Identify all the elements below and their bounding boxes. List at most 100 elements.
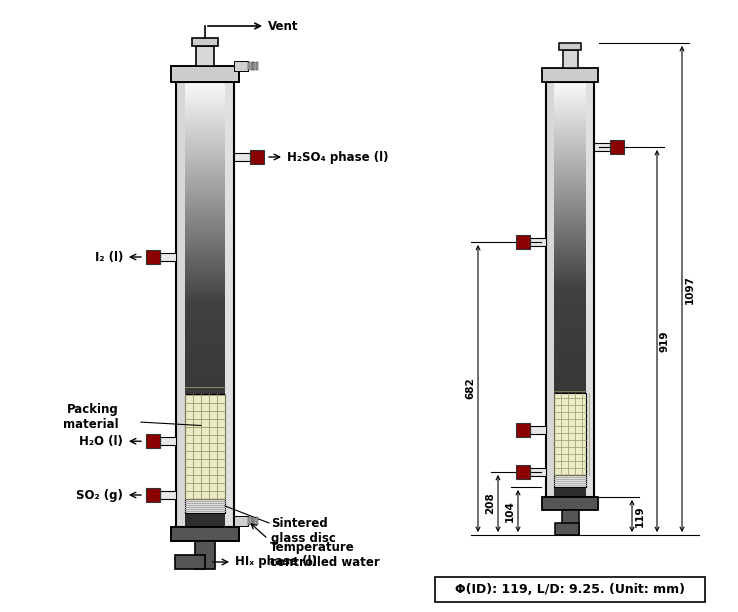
- Bar: [554, 320, 586, 324]
- Bar: [185, 393, 225, 397]
- Text: H₂SO₄ phase (l): H₂SO₄ phase (l): [287, 151, 388, 163]
- Text: 208: 208: [485, 493, 495, 514]
- Bar: [185, 482, 225, 486]
- Bar: [554, 427, 586, 431]
- Bar: [554, 355, 586, 359]
- Bar: [146, 488, 160, 502]
- Bar: [185, 282, 225, 286]
- Bar: [185, 289, 225, 293]
- Bar: [554, 389, 586, 394]
- Bar: [185, 467, 225, 471]
- Bar: [554, 368, 586, 373]
- Bar: [554, 234, 586, 237]
- Bar: [255, 517, 258, 525]
- Bar: [554, 85, 586, 89]
- Bar: [253, 62, 255, 70]
- Bar: [554, 293, 586, 296]
- Bar: [185, 237, 225, 242]
- Bar: [185, 297, 225, 300]
- Text: I₂ (l): I₂ (l): [94, 250, 123, 264]
- Bar: [185, 356, 225, 360]
- Bar: [554, 431, 586, 435]
- Bar: [185, 501, 225, 505]
- Bar: [185, 389, 225, 394]
- Bar: [185, 104, 225, 108]
- Bar: [185, 474, 225, 479]
- Bar: [185, 479, 225, 482]
- Bar: [185, 218, 225, 223]
- Bar: [554, 130, 586, 134]
- Bar: [185, 222, 225, 226]
- Bar: [160, 437, 176, 446]
- Bar: [196, 46, 214, 66]
- Bar: [554, 244, 586, 248]
- Bar: [185, 367, 225, 371]
- Text: Φ(ID): 119, L/D: 9.25. (Unit: mm): Φ(ID): 119, L/D: 9.25. (Unit: mm): [455, 583, 685, 596]
- Text: Sintered
glass disc: Sintered glass disc: [271, 517, 336, 545]
- Bar: [185, 278, 225, 282]
- Bar: [171, 527, 239, 541]
- Bar: [185, 174, 225, 179]
- Bar: [554, 282, 586, 286]
- Bar: [554, 486, 586, 490]
- Bar: [554, 400, 586, 404]
- Bar: [554, 310, 586, 314]
- Bar: [554, 237, 586, 241]
- Bar: [554, 213, 586, 217]
- Bar: [554, 455, 586, 459]
- Bar: [185, 115, 225, 119]
- Bar: [185, 452, 225, 457]
- Bar: [554, 106, 586, 110]
- Bar: [160, 253, 176, 261]
- Text: Packing
material: Packing material: [63, 403, 119, 431]
- Bar: [185, 200, 225, 204]
- Bar: [554, 289, 586, 293]
- Bar: [554, 137, 586, 141]
- Bar: [554, 116, 586, 120]
- Bar: [554, 448, 586, 452]
- Bar: [554, 420, 586, 424]
- Bar: [185, 133, 225, 138]
- Bar: [185, 304, 225, 308]
- Bar: [562, 50, 578, 68]
- Bar: [546, 82, 594, 497]
- Bar: [185, 330, 225, 334]
- Bar: [185, 148, 225, 152]
- Bar: [185, 89, 225, 93]
- Bar: [554, 393, 586, 475]
- Bar: [554, 296, 586, 300]
- Bar: [554, 345, 586, 348]
- Bar: [562, 510, 579, 535]
- Bar: [225, 82, 234, 527]
- Text: 919: 919: [660, 330, 670, 352]
- Bar: [554, 424, 586, 428]
- Bar: [554, 261, 586, 265]
- Bar: [185, 519, 225, 523]
- Bar: [185, 386, 225, 390]
- Bar: [185, 300, 225, 305]
- Bar: [185, 326, 225, 330]
- Bar: [185, 85, 225, 89]
- Bar: [185, 171, 225, 174]
- Bar: [554, 109, 586, 113]
- Bar: [554, 493, 586, 497]
- Bar: [554, 348, 586, 352]
- Text: 1097: 1097: [685, 275, 695, 304]
- Bar: [554, 119, 586, 124]
- Bar: [185, 207, 225, 212]
- Bar: [554, 351, 586, 355]
- Bar: [554, 123, 586, 127]
- Bar: [554, 113, 586, 116]
- Bar: [530, 468, 546, 476]
- Bar: [516, 465, 530, 479]
- Bar: [554, 102, 586, 106]
- Bar: [185, 394, 225, 499]
- Bar: [250, 62, 252, 70]
- Bar: [554, 241, 586, 245]
- Bar: [542, 68, 598, 82]
- Bar: [185, 378, 225, 382]
- Bar: [185, 248, 225, 253]
- Bar: [185, 375, 225, 379]
- Bar: [185, 438, 225, 442]
- Bar: [192, 38, 218, 46]
